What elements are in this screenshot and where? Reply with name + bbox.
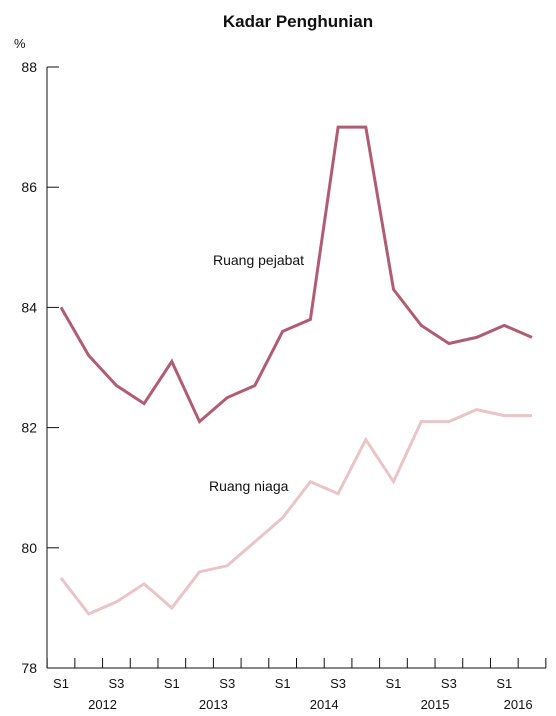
x-tick-label: S3 [108,676,124,691]
x-tick-label: S1 [386,676,402,691]
series-label-0: Ruang pejabat [213,252,304,268]
y-axis-unit: % [14,36,26,51]
year-label: 2016 [504,697,533,712]
x-axis: S1 S3 S1 S3 S1 S3 S1 S3 S1 2012 2013 2014 2015 2016 [46,658,547,712]
year-label: 2013 [199,697,228,712]
y-axis: 78 80 82 84 86 88 [21,59,59,676]
y-tick-label: 84 [21,299,37,315]
x-tick-label: S3 [330,676,346,691]
x-tick-label: S1 [275,676,291,691]
chart-title: Kadar Penghunian [223,12,373,31]
x-tick-label: S3 [219,676,235,691]
x-tick-label: S1 [53,676,69,691]
series-labels: Ruang pejabat Ruang niaga [209,252,304,494]
y-tick-label: 88 [21,59,37,75]
year-label: 2012 [88,697,117,712]
series-line-0 [59,125,533,425]
y-tick-label: 80 [21,540,37,556]
series-lines [59,125,533,616]
series-line-1 [59,408,532,616]
y-tick-label: 78 [21,660,37,676]
x-tick-label: S1 [164,676,180,691]
x-tick-label: S3 [441,676,457,691]
year-label: 2015 [421,697,450,712]
series-label-1: Ruang niaga [209,478,289,494]
y-tick-label: 86 [21,179,37,195]
year-label: 2014 [310,697,339,712]
y-tick-label: 82 [21,420,37,436]
x-tick-label: S1 [496,676,512,691]
